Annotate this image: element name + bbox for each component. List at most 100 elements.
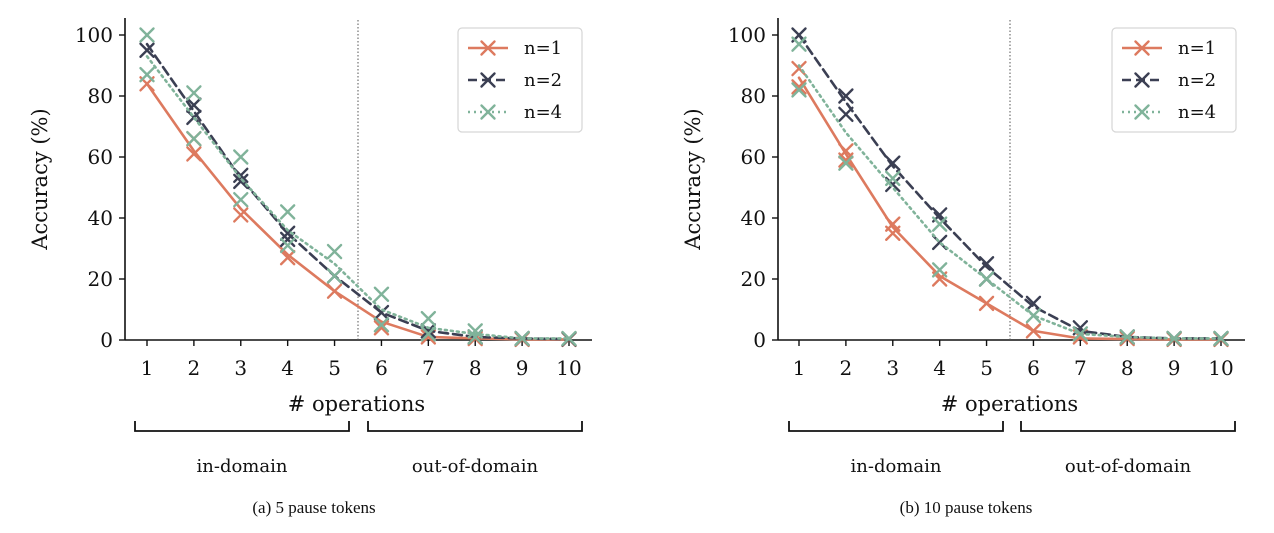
- data-point: [1166, 330, 1182, 347]
- data-point: [885, 170, 901, 187]
- marker-stroke: [791, 36, 807, 52]
- marker-stroke: [978, 256, 995, 272]
- data-point: [233, 149, 249, 165]
- data-point: [838, 88, 854, 104]
- out-of-domain-bracket: [367, 421, 583, 432]
- marker-stroke: [978, 271, 995, 287]
- marker-stroke: [139, 27, 155, 43]
- x-tick-label: 6: [375, 356, 388, 380]
- data-point: [1213, 330, 1229, 347]
- marker-stroke: [467, 323, 483, 339]
- legend-marker: [1134, 72, 1150, 88]
- data-point: [885, 176, 901, 193]
- legend-frame: [1111, 27, 1237, 133]
- y-tick-label: 20: [741, 267, 766, 291]
- data-point: [326, 243, 343, 260]
- marker-stroke: [838, 155, 854, 171]
- data-point: [978, 256, 995, 272]
- y-tick-label: 0: [753, 328, 766, 352]
- marker-stroke: [1166, 330, 1182, 347]
- series-line-n=4: [145, 55, 571, 340]
- data-point: [561, 330, 577, 347]
- marker-stroke: [885, 170, 901, 187]
- marker-stroke: [1072, 326, 1089, 342]
- marker-stroke: [233, 167, 249, 184]
- data-point: [978, 295, 995, 312]
- x-tick-label: 4: [933, 356, 946, 380]
- x-tick-label: 2: [188, 356, 201, 380]
- x-tick-label: 9: [1168, 356, 1181, 380]
- marker-stroke: [1025, 295, 1042, 312]
- data-point: [420, 326, 437, 342]
- legend-frame: [457, 27, 583, 133]
- marker-stroke: [186, 130, 202, 147]
- legend-label: n=4: [1178, 102, 1216, 123]
- marker-stroke: [467, 329, 483, 345]
- marker-stroke: [279, 231, 296, 248]
- data-point: [1072, 326, 1089, 342]
- marker-stroke: [373, 317, 390, 333]
- data-point: [139, 27, 155, 43]
- x-axis-title: # operations: [941, 392, 1078, 416]
- marker-stroke: [978, 295, 995, 312]
- data-point: [885, 216, 901, 232]
- marker-stroke: [885, 155, 901, 171]
- x-tick-label: 8: [1121, 356, 1134, 380]
- y-tick-label: 60: [741, 145, 766, 169]
- y-tick-label: 0: [100, 328, 113, 352]
- data-point: [326, 283, 343, 299]
- marker-stroke: [885, 176, 901, 193]
- marker-stroke: [420, 310, 437, 327]
- marker-stroke: [420, 323, 437, 339]
- x-tick-label: 4: [281, 356, 294, 380]
- chart-panel-1: 0 20 40 60 80 100 1 2 3 4 5 6 7 8 9 10 # operations Accur…: [28, 18, 592, 517]
- marker-stroke: [373, 286, 390, 302]
- data-point: [1025, 307, 1042, 324]
- y-axis-title: Accuracy (%): [28, 108, 52, 250]
- legend-label: n=2: [1178, 70, 1216, 91]
- data-point: [931, 262, 948, 278]
- marker-stroke: [931, 234, 948, 251]
- marker-stroke: [931, 216, 948, 232]
- x-tick-label: 2: [840, 356, 853, 380]
- x-tick-label: 10: [1208, 356, 1233, 380]
- out-of-domain-label: out-of-domain: [1065, 456, 1192, 477]
- x-tick-label: 5: [328, 356, 341, 380]
- data-point: [373, 286, 390, 302]
- marker-stroke: [514, 330, 530, 347]
- marker-stroke: [931, 262, 948, 278]
- data-point: [467, 329, 483, 345]
- data-point: [791, 79, 807, 95]
- marker-stroke: [791, 60, 807, 77]
- data-point: [279, 237, 296, 254]
- marker-stroke: [326, 243, 343, 260]
- marker-stroke: [838, 106, 854, 123]
- x-tick-label: 8: [469, 356, 482, 380]
- data-point: [279, 249, 296, 266]
- marker-stroke: [373, 320, 390, 336]
- data-point: [233, 191, 249, 208]
- marker-stroke: [885, 216, 901, 232]
- data-point: [326, 268, 343, 284]
- data-point: [791, 36, 807, 52]
- marker-stroke: [791, 82, 807, 98]
- x-tick-label: 6: [1027, 356, 1040, 380]
- data-point: [838, 106, 854, 123]
- data-point: [139, 66, 155, 83]
- marker-stroke: [326, 283, 343, 299]
- data-point: [514, 330, 530, 347]
- data-point: [186, 130, 202, 147]
- data-point: [420, 310, 437, 327]
- legend: n=1 n=2 n=4: [457, 27, 583, 133]
- marker-stroke: [186, 97, 202, 113]
- panel-caption: (a) 5 pause tokens: [252, 498, 375, 517]
- marker-stroke: [1025, 307, 1042, 324]
- x-tick-label: 7: [1074, 356, 1087, 380]
- series-line-n=2: [145, 42, 571, 341]
- x-tick-label: 5: [980, 356, 993, 380]
- data-point: [186, 97, 202, 113]
- marker-stroke: [186, 146, 202, 162]
- out-of-domain-bracket: [1020, 421, 1236, 432]
- data-point: [373, 320, 390, 336]
